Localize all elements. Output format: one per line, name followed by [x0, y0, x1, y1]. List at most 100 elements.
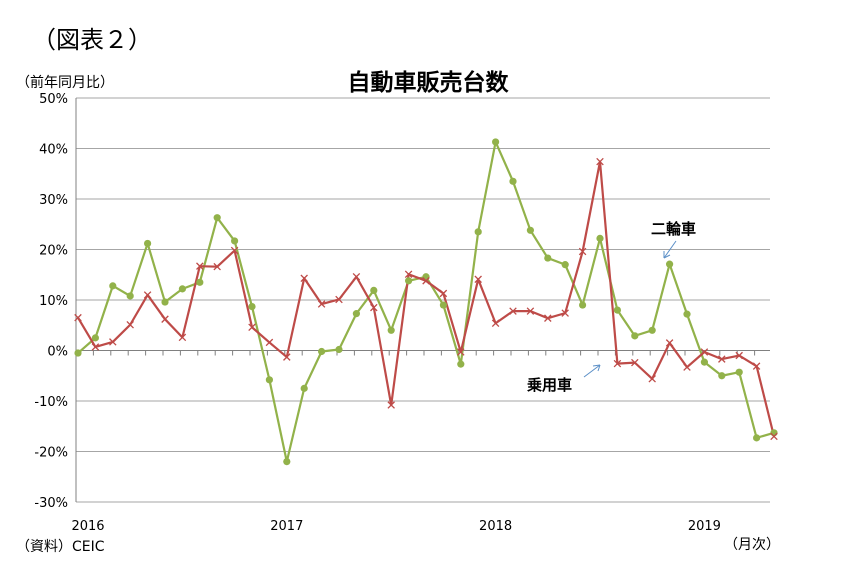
data-point-motorcycle — [561, 261, 569, 269]
data-point-motorcycle — [126, 292, 134, 300]
data-point-car — [230, 246, 239, 255]
data-point-motorcycle — [335, 345, 343, 354]
data-point-motorcycle — [492, 138, 500, 146]
data-point-motorcycle — [579, 301, 587, 309]
data-point-motorcycle — [422, 273, 430, 281]
x-tick-label: 2017 — [270, 519, 303, 534]
y-tick-label: 10% — [39, 294, 68, 309]
data-point-motorcycle — [613, 306, 622, 314]
data-point-car — [665, 339, 674, 347]
data-point-car — [596, 157, 604, 166]
data-point-car — [370, 303, 378, 312]
x-axis-label: （月次） — [724, 537, 780, 553]
x-tick-label: 2018 — [479, 519, 512, 534]
data-point-motorcycle — [700, 358, 709, 366]
data-point-car — [335, 295, 343, 304]
data-point-motorcycle — [265, 376, 273, 384]
x-tick-label: 2016 — [71, 519, 104, 534]
annotation-label-car: 乗用車 — [527, 376, 572, 394]
data-point-car — [770, 432, 778, 441]
data-point-car — [143, 291, 152, 299]
y-tick-label: 50% — [39, 92, 68, 107]
y-tick-label: 40% — [39, 143, 68, 158]
source-note: （資料）CEIC — [16, 539, 105, 555]
data-point-motorcycle — [753, 434, 761, 442]
data-point-motorcycle — [544, 254, 552, 262]
data-point-motorcycle — [648, 326, 656, 334]
data-point-car — [631, 358, 639, 367]
data-point-motorcycle — [91, 334, 99, 342]
annotation-arrowhead-motorcycle — [663, 251, 671, 259]
y-tick-label: -20% — [34, 446, 68, 461]
data-point-motorcycle — [196, 278, 204, 286]
data-point-motorcycle — [178, 285, 186, 293]
series-line-car — [77, 160, 776, 437]
x-tick-label: 2019 — [688, 519, 721, 534]
data-point-motorcycle — [526, 226, 535, 234]
y-tick-label: 20% — [39, 244, 68, 259]
data-point-car — [648, 375, 656, 383]
chart-title: 自動車販売台数 — [347, 70, 509, 96]
data-point-car — [752, 362, 761, 370]
data-point-motorcycle — [300, 384, 308, 392]
data-point-car — [352, 273, 361, 281]
annotation-label-motorcycle: 二輪車 — [651, 220, 696, 238]
data-point-motorcycle — [248, 302, 256, 311]
data-point-motorcycle — [74, 349, 82, 357]
data-point-motorcycle — [144, 239, 152, 248]
data-point-motorcycle — [718, 372, 726, 380]
data-point-car — [578, 247, 587, 256]
data-point-car — [491, 319, 500, 327]
data-point-motorcycle — [370, 286, 378, 295]
y-tick-label: 0% — [47, 345, 68, 360]
data-point-motorcycle — [596, 234, 604, 242]
data-point-car — [526, 307, 535, 315]
data-point-car — [265, 338, 274, 347]
data-point-car — [561, 309, 569, 317]
data-point-car — [422, 277, 430, 285]
data-point-motorcycle — [231, 237, 239, 245]
data-point-car — [196, 262, 204, 270]
data-point-car — [74, 313, 82, 322]
data-point-car — [700, 348, 709, 356]
annotation-arrow-car — [583, 364, 601, 378]
data-point-car — [404, 270, 413, 279]
data-point-car — [317, 300, 326, 308]
series-line-motorcycle — [77, 140, 775, 463]
y-axis-label: （前年同月比） — [16, 75, 114, 91]
data-point-motorcycle — [283, 458, 291, 466]
figure-label: （図表２） — [32, 26, 152, 54]
y-tick-label: -10% — [34, 395, 68, 410]
data-point-car — [248, 323, 256, 332]
data-point-car — [613, 359, 622, 368]
data-point-motorcycle — [770, 429, 778, 437]
data-point-motorcycle — [405, 277, 413, 285]
data-point-car — [509, 307, 517, 315]
annotation-arrow-motorcycle — [663, 240, 677, 259]
data-point-car — [91, 343, 100, 351]
data-point-car — [718, 355, 726, 363]
data-point-motorcycle — [735, 368, 743, 376]
data-point-car — [387, 401, 395, 409]
y-tick-label: -30% — [34, 496, 68, 511]
data-point-car — [178, 333, 187, 342]
data-point-car — [283, 353, 291, 361]
data-point-motorcycle — [352, 310, 360, 318]
data-point-car — [161, 315, 169, 323]
data-point-car — [109, 338, 117, 346]
data-point-motorcycle — [109, 282, 117, 290]
y-tick-label: 30% — [39, 193, 68, 208]
data-point-motorcycle — [509, 177, 517, 185]
data-point-motorcycle — [439, 301, 447, 309]
data-point-motorcycle — [683, 310, 691, 318]
data-point-motorcycle — [666, 260, 674, 268]
data-point-motorcycle — [457, 360, 465, 368]
data-point-motorcycle — [213, 214, 221, 222]
data-point-motorcycle — [387, 326, 395, 334]
data-point-motorcycle — [318, 347, 326, 356]
data-point-car — [735, 351, 743, 360]
data-point-car — [126, 320, 134, 329]
annotation-arrowhead-car — [592, 364, 601, 372]
data-point-car — [439, 289, 448, 298]
